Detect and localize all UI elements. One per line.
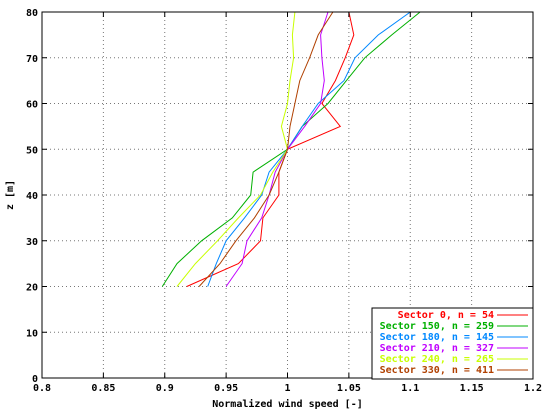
x-tick-label: 1	[284, 383, 290, 394]
legend-box	[371, 307, 534, 380]
axis-ticks: 0.8 0.85 0.9 0.95 1 1.05 1.1 1.15 1.2 0 10 20 30 40 50…	[26, 8, 542, 394]
series-lines	[161, 11, 421, 287]
y-tick-label: 50	[26, 145, 38, 156]
x-axis-label: Normalized wind speed [-]	[212, 398, 363, 410]
x-tick-label: 0.85	[91, 383, 115, 394]
legend-entry-label: Sector 180, n = 145	[380, 332, 494, 343]
y-tick-label: 60	[26, 100, 38, 111]
legend-entry-label: Sector 210, n = 327	[380, 343, 494, 354]
legend-entry-label: Sector 330, n = 411	[380, 365, 494, 376]
series-line-3	[225, 11, 329, 287]
y-tick-label: 30	[26, 237, 38, 248]
y-tick-label: 80	[26, 8, 38, 19]
x-tick-label: 1.2	[524, 383, 542, 394]
y-axis-label: z [m]	[5, 180, 16, 210]
y-tick-label: 40	[26, 191, 38, 202]
x-tick-label: 1.1	[401, 383, 419, 394]
x-tick-label: 1.05	[337, 383, 361, 394]
y-tick-label: 20	[26, 283, 38, 294]
legend-entry-label: Sector 0, n = 54	[398, 310, 494, 321]
x-tick-label: 0.8	[33, 383, 51, 394]
x-tick-label: 1.15	[460, 383, 484, 394]
x-tick-label: 0.9	[156, 383, 174, 394]
y-tick-label: 10	[26, 328, 38, 339]
series-line-5	[198, 11, 334, 287]
legend-entry-label: Sector 240, n = 265	[380, 354, 494, 365]
series-line-1	[161, 11, 421, 287]
y-tick-label: 0	[32, 374, 38, 385]
legend-entry-label: Sector 150, n = 259	[380, 321, 494, 332]
y-tick-label: 70	[26, 54, 38, 65]
x-tick-label: 0.95	[214, 383, 238, 394]
